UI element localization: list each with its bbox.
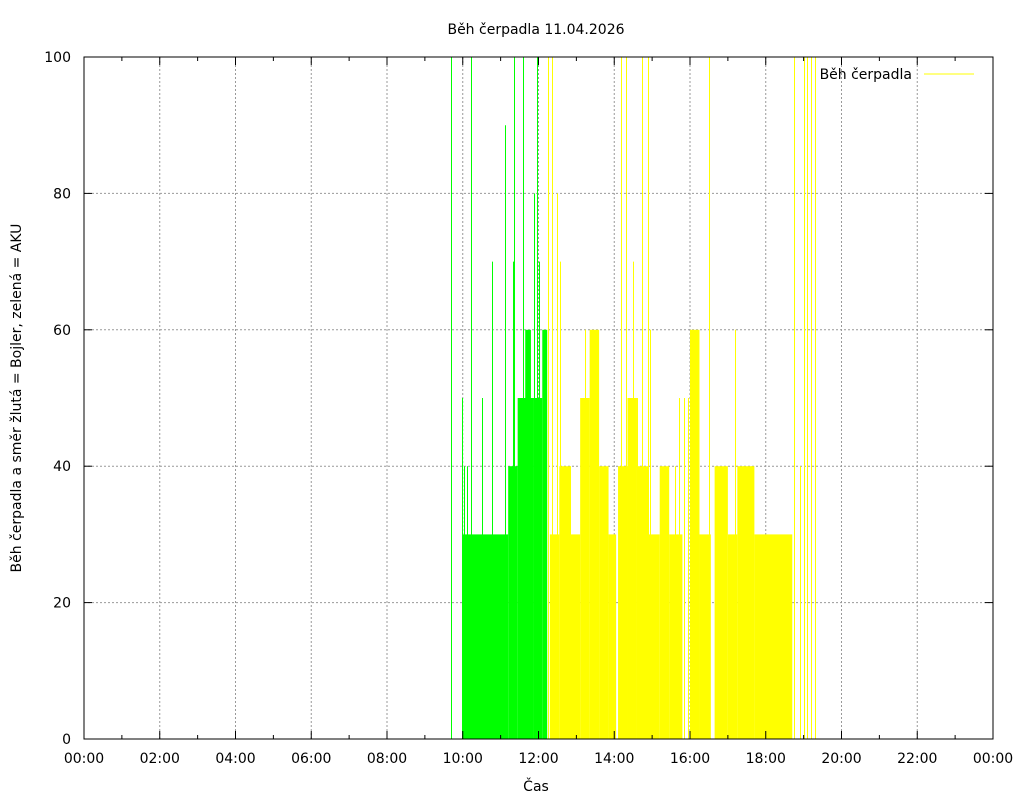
x-tick-label: 16:00	[670, 751, 710, 767]
data-bars	[451, 57, 816, 739]
x-tick-label: 00:00	[64, 751, 104, 767]
y-axis-label: Běh čerpadla a směr žlutá = Bojler, zele…	[9, 224, 25, 573]
bar-block-bojler	[580, 398, 590, 739]
x-tick-label: 10:00	[443, 751, 483, 767]
y-tick-label: 100	[44, 50, 71, 66]
x-tick-label: 18:00	[746, 751, 786, 767]
bar-block-bojler	[618, 466, 628, 739]
bar-block-bojler	[737, 466, 755, 739]
bar-block-bojler	[714, 466, 728, 739]
chart-title: Běh čerpadla 11.04.2026	[447, 22, 624, 38]
bar-block-bojler	[549, 534, 560, 739]
x-tick-label: 06:00	[291, 751, 331, 767]
x-axis-ticks: 00:00 02:00 04:00 06:00 08:00 10:00 12:00 14:00…	[64, 57, 1013, 767]
x-tick-label: 22:00	[897, 751, 937, 767]
x-tick-label: 02:00	[140, 751, 180, 767]
bar-block-bojler	[589, 329, 600, 739]
y-tick-label: 40	[53, 459, 71, 475]
bar-block-bojler	[570, 534, 581, 739]
bar-block-aku	[533, 398, 543, 739]
bar-block-aku	[508, 466, 518, 739]
bar-block-bojler	[627, 398, 637, 739]
bar-block-bojler	[690, 329, 700, 739]
x-tick-label: 20:00	[821, 751, 861, 767]
y-tick-label: 0	[62, 732, 71, 748]
y-tick-label: 20	[53, 596, 71, 612]
y-tick-label: 80	[53, 186, 71, 202]
y-axis-ticks: 0 20 40 60 80 100	[44, 50, 993, 748]
x-tick-label: 14:00	[594, 751, 634, 767]
bar-block-bojler	[559, 466, 571, 739]
x-tick-label: 00:00	[973, 751, 1013, 767]
bar-block-bojler	[608, 534, 617, 739]
bar-block-aku	[525, 329, 531, 739]
bar-block-aku	[462, 534, 509, 739]
y-tick-label: 60	[53, 323, 71, 339]
bar-block-aku	[542, 329, 548, 739]
bar-block-bojler	[727, 534, 738, 739]
bar-block-bojler	[648, 534, 660, 739]
bar-block-bojler	[659, 466, 670, 739]
bar-block-bojler	[754, 534, 793, 739]
legend: Běh čerpadla	[820, 67, 974, 83]
x-tick-label: 12:00	[518, 751, 558, 767]
bar-block-bojler	[599, 466, 609, 739]
x-axis-label: Čas	[523, 777, 549, 795]
legend-label: Běh čerpadla	[820, 67, 912, 83]
bar-block-bojler	[699, 534, 711, 739]
x-tick-label: 08:00	[367, 751, 407, 767]
x-tick-label: 04:00	[215, 751, 255, 767]
